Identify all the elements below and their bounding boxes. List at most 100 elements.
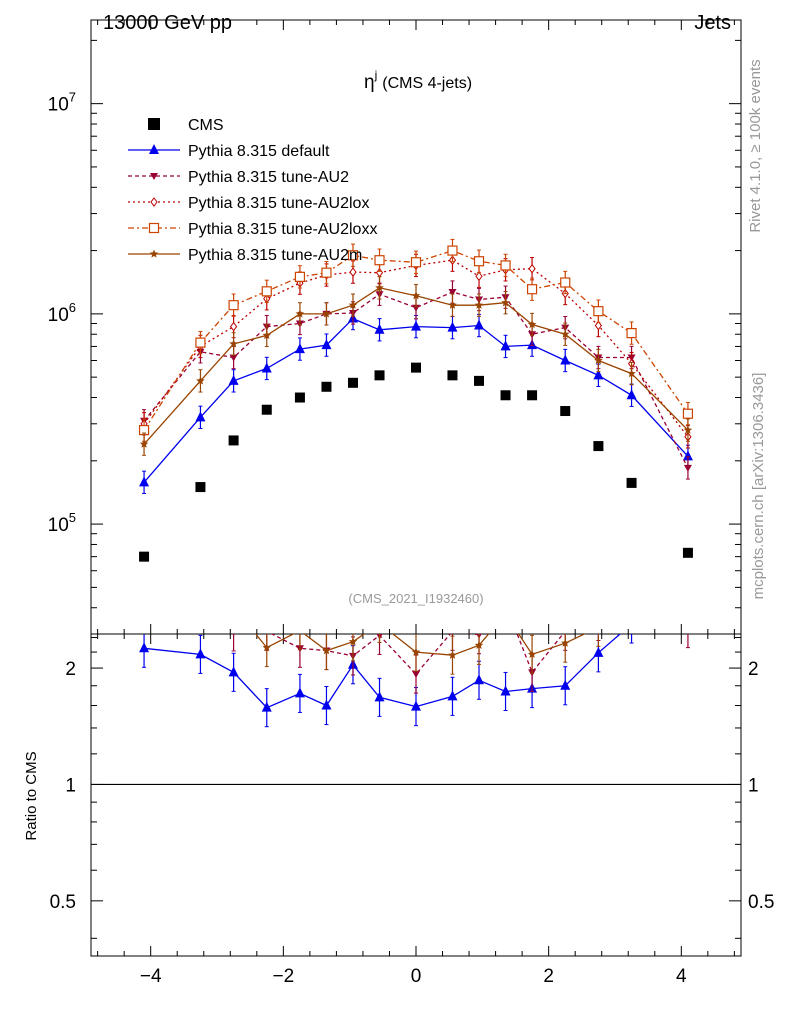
mc-point	[560, 679, 571, 690]
mc-point	[501, 298, 510, 307]
mc-point	[196, 533, 204, 540]
mc-point	[503, 550, 509, 558]
mc-point	[529, 548, 535, 556]
mc-point	[261, 362, 272, 373]
mc-point	[629, 561, 635, 569]
legend-label: Pythia 8.315 tune-AU2	[188, 169, 349, 186]
x-tick-label: 4	[676, 966, 687, 987]
mc-point	[232, 634, 235, 636]
mc-point	[139, 439, 149, 448]
mc-point	[261, 701, 272, 712]
ratio-tick-label-left: 1	[65, 775, 76, 796]
mc-point	[500, 685, 511, 696]
mc-point	[322, 570, 331, 579]
mc-point	[195, 337, 206, 348]
series-4-top	[139, 276, 693, 456]
analysis-id: (CMS_2021_I1932460)	[348, 591, 483, 606]
mc-point	[261, 286, 272, 297]
series-line	[143, 317, 689, 483]
mc-point	[594, 532, 603, 541]
mc-point	[474, 319, 485, 330]
series-1-top	[140, 280, 692, 480]
mc-point	[683, 524, 692, 533]
mc-point	[628, 551, 636, 558]
data-point	[139, 551, 150, 562]
mc-point	[197, 522, 203, 530]
mc-point	[627, 369, 636, 378]
mc-point	[411, 700, 421, 711]
mc-point	[294, 271, 306, 282]
ratio-tick-label-right: 2	[748, 659, 759, 680]
mc-point	[229, 354, 238, 362]
mc-point	[375, 283, 384, 292]
mc-point	[682, 408, 694, 419]
data-point	[682, 547, 693, 558]
mc-point	[321, 339, 332, 350]
mc-point	[294, 343, 305, 354]
mc-point	[321, 267, 332, 278]
data-point	[626, 477, 637, 488]
mcplots-label: mcplots.cern.ch [arXiv:1306.3436]	[750, 373, 767, 600]
mc-point	[560, 277, 571, 288]
mc-point	[500, 260, 511, 271]
data-point	[195, 482, 206, 493]
legend-item: Pythia 8.315 tune-AU2	[128, 169, 349, 186]
legend-item: Pythia 8.315 tune-AU2loxx	[128, 221, 377, 238]
legend-item: Pythia 8.315 tune-AU2m	[128, 247, 362, 264]
data-point	[321, 381, 332, 392]
mc-point	[322, 646, 331, 655]
data-point	[560, 406, 571, 417]
mc-point	[627, 618, 637, 628]
mc-point	[595, 559, 601, 567]
mc-point	[411, 291, 421, 300]
mc-point	[228, 666, 239, 677]
data-point	[228, 435, 239, 446]
series-2-top	[140, 248, 692, 449]
mc-point	[448, 650, 457, 659]
header-right: Jets	[694, 12, 731, 34]
chart-title-rest: (CMS 4-jets)	[382, 75, 472, 92]
mc-point	[140, 532, 148, 539]
mc-point	[627, 579, 636, 587]
data-point	[347, 377, 358, 388]
mc-point	[501, 541, 510, 550]
mc-point	[448, 551, 457, 560]
legend-item: Pythia 8.315 tune-AU2lox	[128, 195, 369, 212]
mc-point	[527, 649, 537, 658]
mc-point	[594, 320, 603, 331]
ratio-ylabel: Ratio to CMS	[23, 751, 40, 840]
mc-point	[500, 340, 511, 351]
x-tick-label: −4	[140, 966, 162, 987]
data-point	[261, 404, 272, 415]
legend-item: CMS	[148, 117, 224, 134]
mc-point	[448, 289, 457, 297]
mc-point	[473, 256, 485, 267]
y-tick-label: 106	[48, 300, 76, 326]
mc-point	[447, 321, 458, 332]
mc-point	[560, 354, 571, 365]
mc-point	[593, 306, 604, 317]
mc-point	[297, 634, 303, 635]
mc-point	[321, 699, 332, 710]
rivet-label: Rivet 4.1.0, ≥ 100k events	[747, 59, 764, 232]
mc-point	[262, 643, 271, 652]
mc-point	[447, 690, 458, 701]
y-tick-label: 105	[48, 510, 76, 536]
mc-point	[348, 300, 358, 309]
mc-point	[685, 567, 691, 575]
mc-point	[561, 543, 570, 552]
mc-point	[594, 618, 602, 625]
mc-point	[562, 564, 568, 572]
data-point	[447, 370, 458, 381]
mc-point	[195, 411, 206, 422]
mc-point	[683, 425, 693, 434]
data-point	[294, 392, 305, 403]
legend-label: Pythia 8.315 tune-AU2m	[188, 247, 362, 264]
mc-point	[231, 571, 237, 579]
mc-point	[150, 173, 158, 180]
mc-point	[682, 450, 693, 461]
mc-point	[627, 504, 636, 513]
data-point	[474, 375, 485, 386]
mc-point	[139, 476, 150, 487]
